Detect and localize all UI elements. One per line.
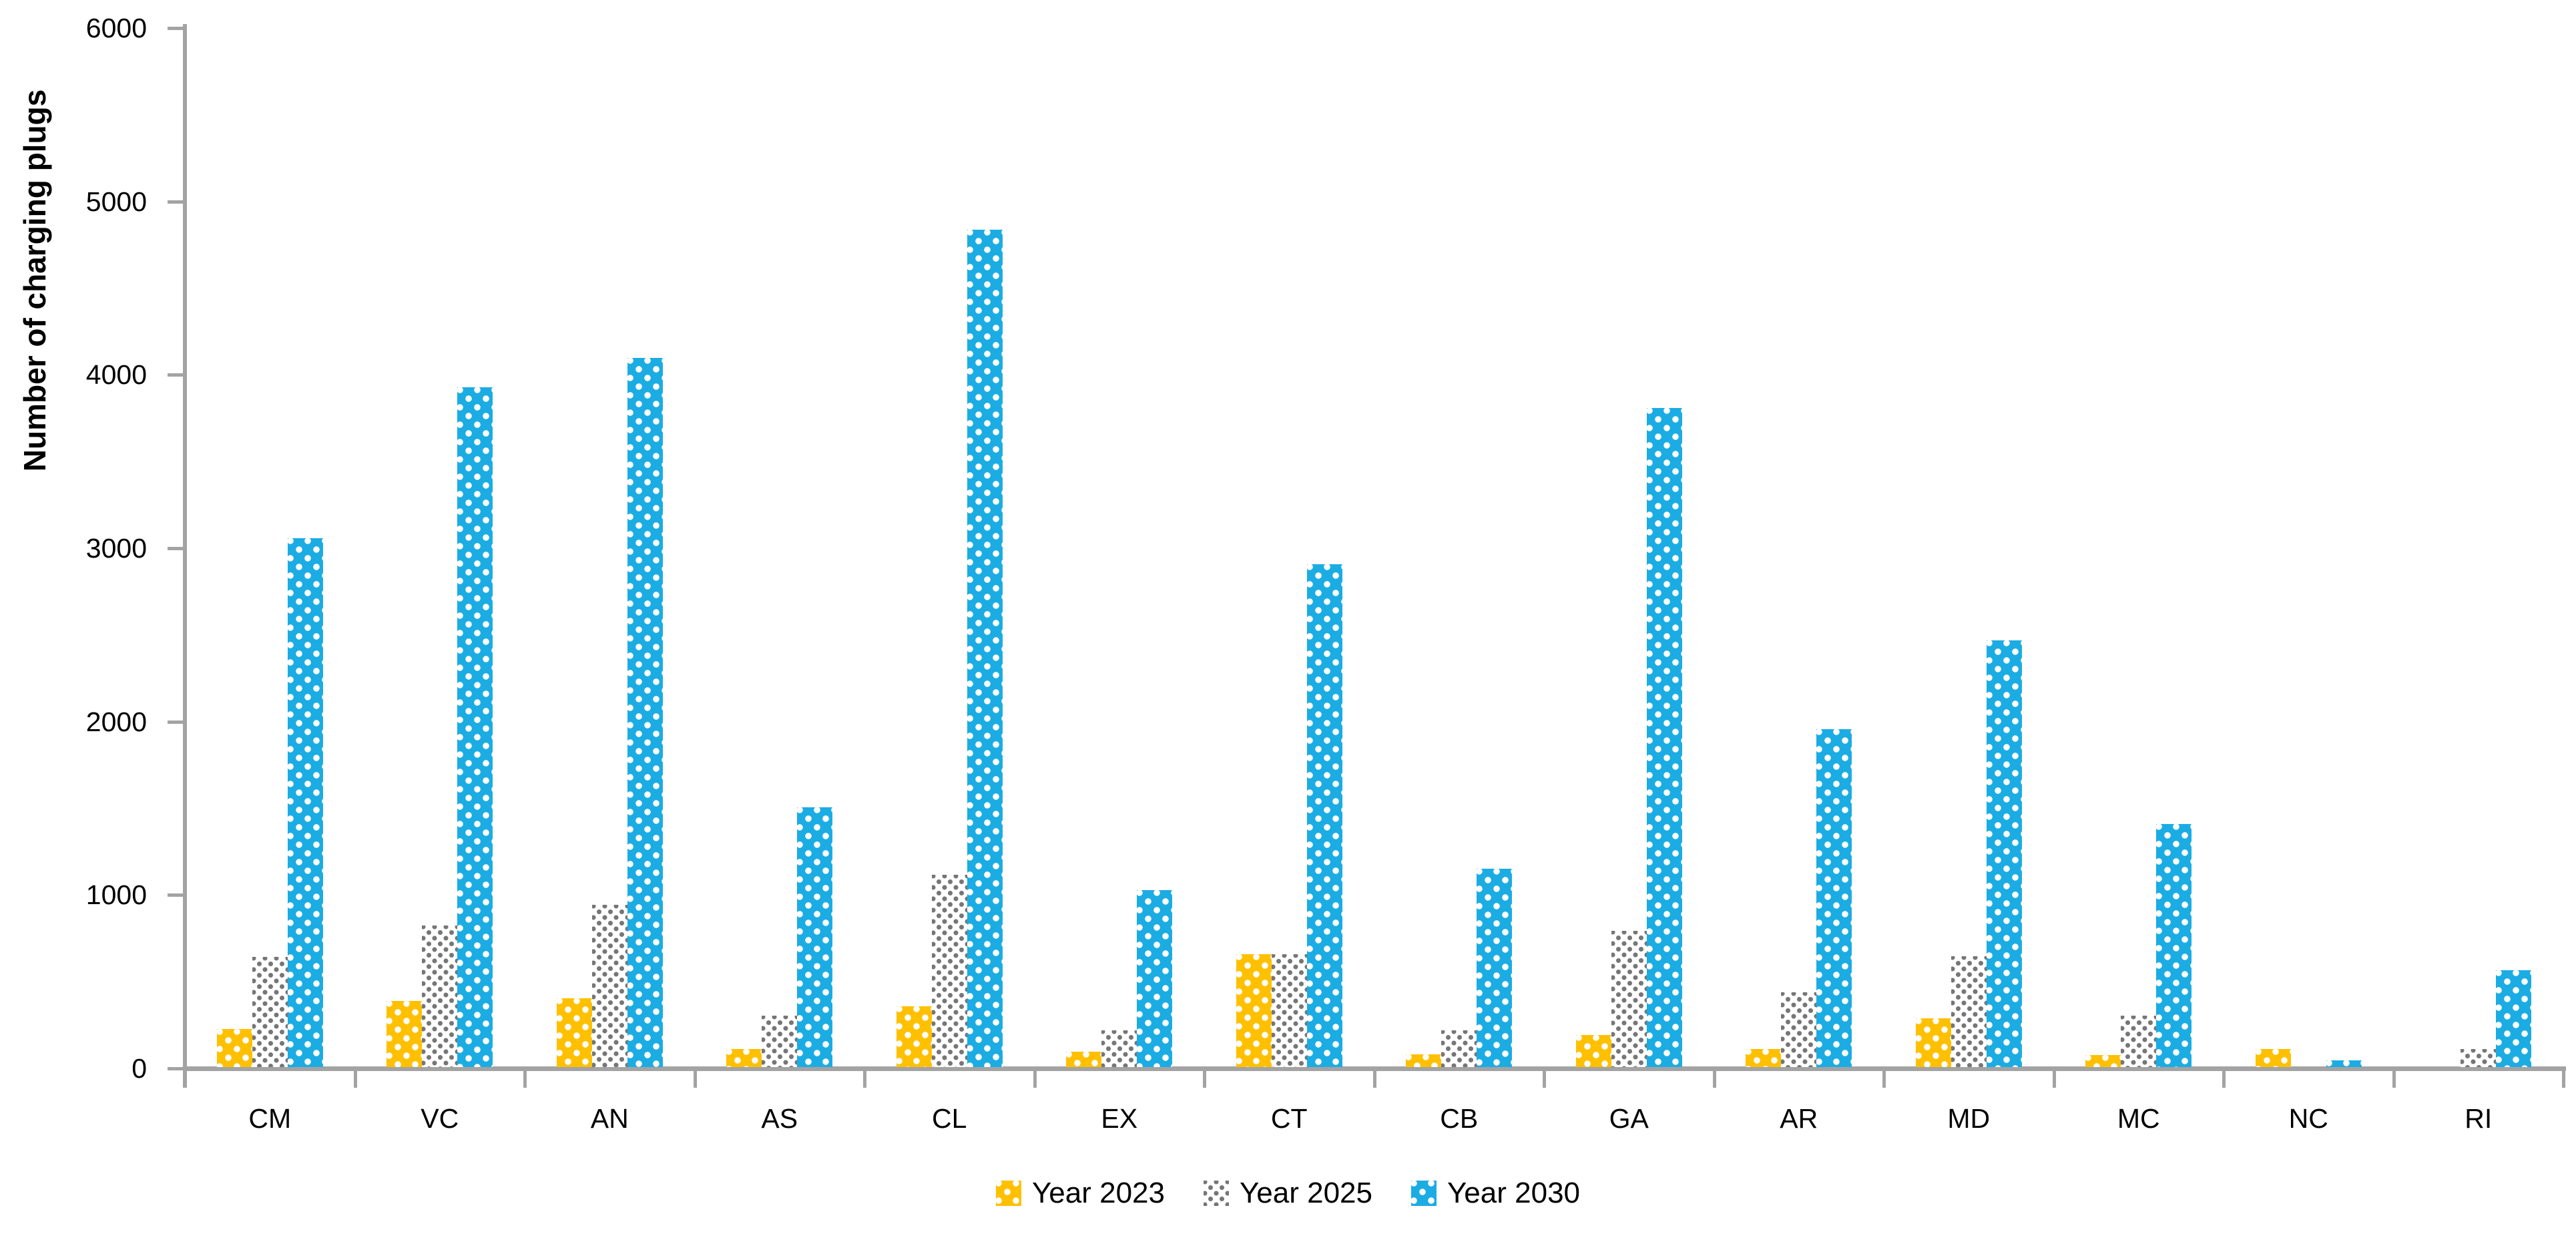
- legend-item-year-2025: Year 2025: [1203, 1177, 1372, 1210]
- x-axis-tick: [184, 1070, 187, 1088]
- bar-EX-year-2030: [1137, 890, 1173, 1067]
- x-axis-tick: [2222, 1070, 2226, 1088]
- bar-VC-year-2030: [457, 387, 493, 1067]
- x-axis-tick: [1372, 1070, 1376, 1088]
- legend-label: Year 2025: [1239, 1177, 1372, 1209]
- y-axis-line: [183, 24, 187, 1088]
- x-axis-tick: [1033, 1070, 1037, 1088]
- bar-CM-year-2023: [216, 1028, 252, 1067]
- y-tick-label: 4000: [85, 359, 147, 391]
- x-category-label-nc: NC: [2288, 1103, 2328, 1134]
- bar-AR-year-2030: [1816, 729, 1852, 1067]
- x-axis-tick: [2562, 1070, 2565, 1088]
- bar-AS-year-2023: [726, 1048, 762, 1067]
- bar-NC-year-2023: [2255, 1048, 2291, 1067]
- bar-NC-year-2030: [2326, 1060, 2362, 1067]
- x-axis-tick: [1882, 1070, 1886, 1088]
- bar-CB-year-2023: [1406, 1054, 1442, 1067]
- bar-MD-year-2025: [1951, 956, 1987, 1067]
- x-axis-tick: [1203, 1070, 1206, 1088]
- bar-CM-year-2030: [287, 538, 323, 1067]
- y-axis-tick: [168, 893, 185, 897]
- bar-CT-year-2023: [1236, 954, 1272, 1067]
- x-axis-line: [183, 1066, 2566, 1071]
- x-axis-tick: [863, 1070, 866, 1088]
- y-tick-label: 5000: [85, 186, 147, 217]
- y-tick-label: 2000: [85, 706, 147, 737]
- bar-MC-year-2023: [2085, 1054, 2121, 1067]
- x-category-label-cl: CL: [932, 1103, 967, 1134]
- bar-MD-year-2023: [1915, 1018, 1951, 1067]
- bar-AR-year-2023: [1746, 1048, 1782, 1067]
- x-category-label-ar: AR: [1780, 1103, 1818, 1134]
- bar-CB-year-2030: [1477, 868, 1513, 1067]
- y-axis-tick: [168, 27, 185, 30]
- legend-swatch-2025: [1203, 1181, 1229, 1206]
- legend-label: Year 2030: [1447, 1177, 1581, 1209]
- bar-MC-year-2030: [2156, 824, 2192, 1067]
- y-axis-tick: [168, 720, 185, 724]
- x-category-label-vc: VC: [421, 1103, 459, 1134]
- legend: Year 2023 Year 2025 Year 2030: [0, 1177, 2576, 1210]
- x-category-label-an: AN: [590, 1103, 629, 1134]
- x-axis-tick: [693, 1070, 697, 1088]
- x-category-label-ri: RI: [2465, 1103, 2493, 1134]
- x-category-label-ex: EX: [1101, 1103, 1138, 1134]
- bar-MC-year-2025: [2121, 1016, 2157, 1067]
- bar-EX-year-2025: [1101, 1030, 1137, 1067]
- bar-MD-year-2030: [1986, 640, 2022, 1067]
- bar-CB-year-2025: [1441, 1030, 1477, 1067]
- x-category-label-cb: CB: [1440, 1103, 1479, 1134]
- y-axis-tick: [168, 1067, 185, 1070]
- x-axis-tick: [523, 1070, 527, 1088]
- x-category-label-md: MD: [1947, 1103, 1991, 1134]
- y-axis-tick: [168, 373, 185, 377]
- bar-CL-year-2025: [931, 874, 967, 1067]
- bar-CT-year-2030: [1306, 564, 1342, 1067]
- x-category-label-ga: GA: [1609, 1103, 1649, 1134]
- legend-swatch-2030: [1411, 1181, 1437, 1206]
- bar-AN-year-2030: [627, 357, 663, 1067]
- legend-label: Year 2023: [1031, 1177, 1165, 1209]
- bar-RI-year-2025: [2461, 1048, 2497, 1067]
- bar-CL-year-2030: [967, 229, 1003, 1067]
- bar-GA-year-2030: [1646, 408, 1682, 1067]
- y-tick-label: 6000: [85, 13, 147, 43]
- y-axis-tick: [168, 200, 185, 204]
- legend-swatch-2023: [995, 1181, 1021, 1206]
- legend-item-year-2023: Year 2023: [995, 1177, 1165, 1210]
- bar-AN-year-2023: [556, 998, 592, 1067]
- bar-GA-year-2023: [1575, 1034, 1611, 1067]
- x-axis-tick: [1543, 1070, 1546, 1088]
- bar-CM-year-2025: [252, 957, 288, 1067]
- bar-VC-year-2023: [387, 1001, 423, 1067]
- x-axis-tick: [2052, 1070, 2056, 1088]
- y-axis-title: Number of charging plugs: [17, 89, 52, 472]
- bar-VC-year-2025: [422, 925, 458, 1067]
- x-axis-tick: [2392, 1070, 2396, 1088]
- bar-RI-year-2030: [2496, 970, 2532, 1067]
- bar-AN-year-2025: [591, 905, 627, 1067]
- bar-AS-year-2025: [762, 1016, 798, 1067]
- x-category-label-ct: CT: [1270, 1103, 1308, 1134]
- x-category-label-as: AS: [761, 1103, 798, 1134]
- x-axis-tick: [1712, 1070, 1716, 1088]
- y-tick-label: 3000: [85, 533, 147, 564]
- bar-AR-year-2025: [1781, 992, 1817, 1067]
- y-tick-label: 0: [132, 1053, 147, 1084]
- bar-CT-year-2025: [1271, 954, 1307, 1067]
- bar-EX-year-2023: [1066, 1051, 1102, 1067]
- y-axis-tick: [168, 547, 185, 550]
- legend-item-year-2030: Year 2030: [1411, 1177, 1580, 1210]
- x-category-label-cm: CM: [248, 1103, 292, 1134]
- y-tick-label: 1000: [85, 879, 147, 911]
- bar-CL-year-2023: [896, 1006, 932, 1067]
- x-category-label-mc: MC: [2117, 1103, 2160, 1134]
- x-axis-tick: [353, 1070, 357, 1088]
- bar-GA-year-2025: [1611, 931, 1647, 1067]
- bar-AS-year-2030: [797, 807, 833, 1067]
